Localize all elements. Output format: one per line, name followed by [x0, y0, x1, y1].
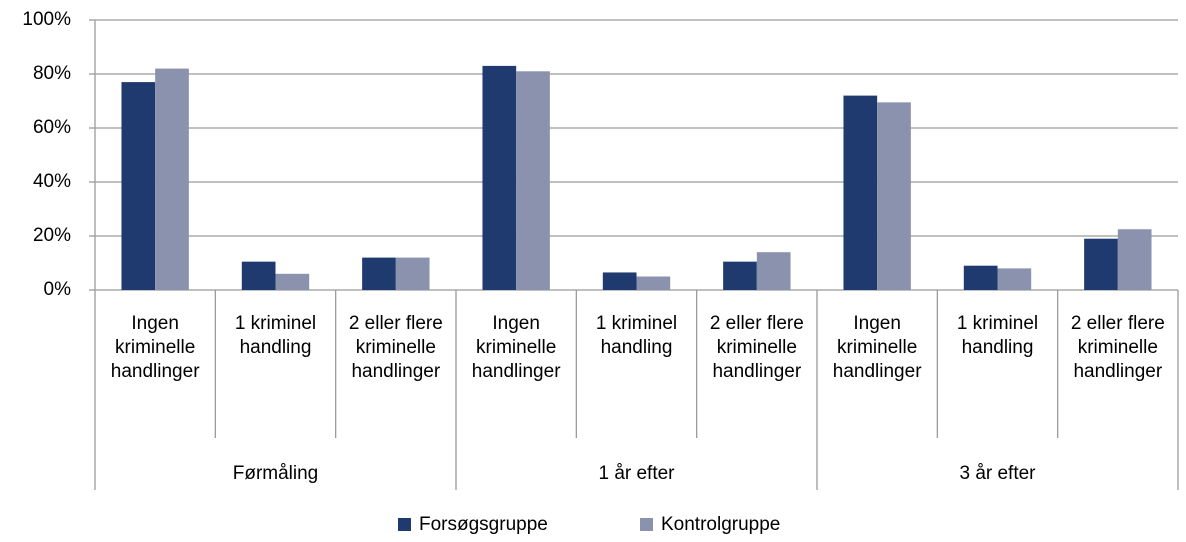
y-tick-label: 40%	[33, 171, 71, 192]
bar	[723, 261, 757, 290]
x-tick-label: Ingen kriminelle handlinger	[471, 313, 561, 382]
y-tick-label: 20%	[33, 225, 71, 246]
x-tick-label: Ingen kriminelle handlinger	[110, 313, 200, 382]
bar	[1084, 238, 1118, 290]
bar	[877, 102, 911, 290]
legend-label: Forsøgsgruppe	[419, 514, 548, 535]
x-tick-label: 2 eller flere kriminelle handlinger	[348, 313, 443, 382]
bar	[756, 252, 791, 290]
bar	[516, 71, 550, 290]
bar	[275, 273, 310, 290]
x-tick-label: 1 kriminel handling	[234, 313, 317, 358]
bar	[636, 276, 671, 290]
bar	[963, 265, 998, 290]
bar	[121, 82, 156, 290]
legend-label: Kontrolgruppe	[661, 514, 780, 535]
bar	[1117, 229, 1152, 290]
group-label: 1 år efter	[598, 463, 675, 484]
bar	[241, 261, 276, 290]
x-tick-label: 2 eller flere kriminelle handlinger	[1070, 313, 1165, 382]
x-tick-label: 1 kriminel handling	[595, 313, 678, 358]
legend-swatch	[640, 518, 653, 531]
x-tick-label: 2 eller flere kriminelle handlinger	[709, 313, 804, 382]
y-tick-label: 100%	[22, 9, 71, 30]
bar	[843, 95, 878, 290]
bar	[997, 268, 1032, 290]
y-tick-label: 60%	[33, 117, 71, 138]
group-label: 3 år efter	[959, 463, 1036, 484]
x-tick-label: Ingen kriminelle handlinger	[832, 313, 922, 382]
legend-swatch	[398, 518, 411, 531]
bar	[362, 257, 396, 290]
bar	[482, 65, 517, 291]
x-tick-label: 1 kriminel handling	[956, 313, 1039, 358]
group-label: Førmåling	[233, 463, 319, 484]
bar	[155, 68, 189, 290]
bar	[395, 257, 430, 290]
y-tick-label: 0%	[44, 279, 72, 300]
bar	[602, 272, 637, 290]
y-tick-label: 80%	[33, 63, 71, 84]
